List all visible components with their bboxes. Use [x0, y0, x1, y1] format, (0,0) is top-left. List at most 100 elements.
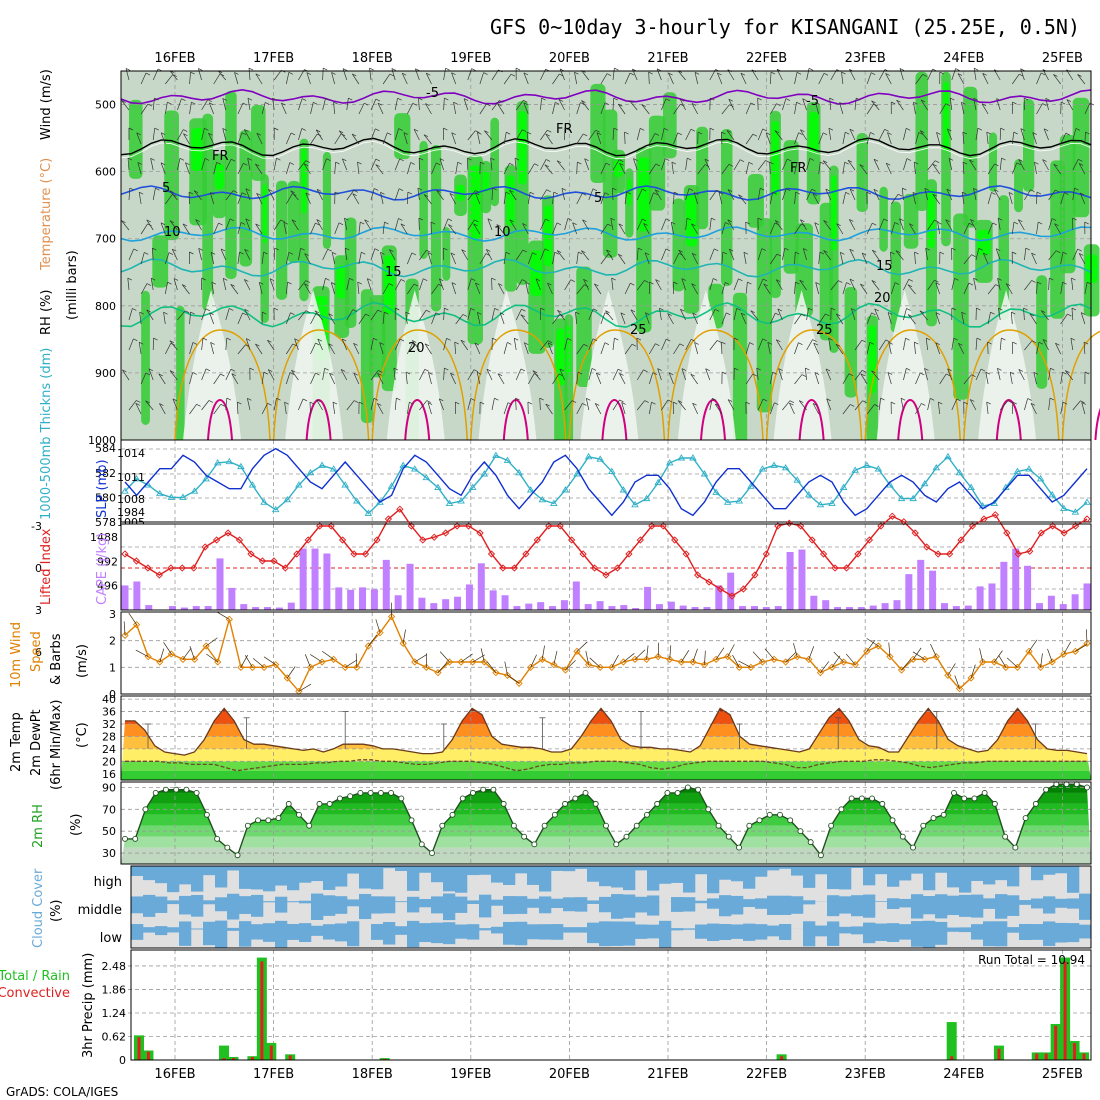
wind-barb-flag: [778, 368, 783, 371]
wind-barb-flag: [812, 193, 817, 196]
wind-barb: [211, 282, 215, 295]
thickness-line-point: [295, 481, 303, 488]
wind-barb: [812, 403, 820, 415]
wind-barb-flag: [1062, 281, 1067, 285]
wind-barb: [198, 248, 202, 261]
cloud-cell: [347, 921, 360, 947]
wind-barb: [467, 308, 472, 321]
wind-barb: [866, 404, 875, 415]
wind-barb: [1010, 312, 1013, 325]
cloud-cell: [1043, 896, 1056, 914]
precip-convective-bar: [997, 1048, 1001, 1060]
wind-barb-flag: [498, 283, 503, 286]
cloud-cell: [347, 899, 360, 907]
millibars-label: (milli bars): [65, 250, 80, 320]
wind-barb-flag: [539, 397, 544, 401]
rh-2m-line-point: [377, 789, 384, 796]
wind-barb: [547, 342, 553, 355]
wind-barb: [745, 342, 750, 355]
wind-barb-flag: [985, 371, 991, 375]
wind-barb-flag: [687, 157, 692, 161]
wind-barb: [298, 98, 303, 111]
wind-barb: [806, 68, 810, 81]
precip-axis: 2.481.861.240.620: [102, 960, 127, 1067]
precip-grid: [121, 950, 1091, 1060]
wind-barb: [782, 98, 787, 111]
rh-2m-line-point: [480, 786, 487, 793]
wind-10m-barb: [159, 648, 165, 663]
wind-barb: [814, 372, 820, 385]
wind-barb-flag: [483, 72, 488, 75]
wind-barb-flag: [619, 399, 624, 403]
wind-barb-flag: [677, 400, 683, 403]
wind-barb: [576, 344, 585, 355]
wind-speed-line-point: [816, 669, 825, 677]
cloud-cell: [1067, 898, 1080, 909]
cape-bar: [845, 607, 853, 610]
wind-barb: [774, 220, 783, 231]
wind-barb-flag: [245, 188, 251, 192]
wind-barb: [182, 223, 190, 235]
rh-patch: [721, 128, 733, 287]
contour-freezing: [120, 137, 1092, 157]
cloud-cell: [323, 895, 336, 916]
wind-barb-flag: [302, 398, 308, 402]
wind-barb: [890, 282, 896, 295]
rh-2m-line-point: [203, 811, 210, 818]
wind-barb-flag: [477, 311, 482, 315]
rh-2m-line-point: [275, 815, 282, 822]
wind-barb: [298, 248, 302, 261]
wind-barb-flag: [290, 132, 296, 136]
pressure-tick-label: 900: [95, 367, 116, 380]
wind-barb-flag: [522, 279, 527, 282]
wind-barb-flag: [610, 217, 615, 221]
wind-barb-flag: [397, 97, 402, 101]
cape-bar: [347, 589, 355, 610]
contour-label: 15: [385, 265, 402, 280]
wind-barb: [427, 252, 432, 265]
cape-bar: [549, 606, 557, 610]
wind-barb-flag: [462, 314, 468, 317]
wind-barb: [769, 372, 773, 385]
wind-barb: [382, 73, 391, 85]
cloud-cell: [815, 925, 828, 937]
wind-barb: [630, 309, 638, 321]
wind-barb: [728, 248, 735, 261]
cape-bar: [703, 607, 711, 610]
wind-speed-line-point: [167, 650, 175, 658]
wind-barb-flag: [909, 223, 914, 227]
wind-barb-flag: [450, 252, 456, 256]
wind-barb: [612, 68, 615, 81]
wind-barb: [503, 73, 512, 85]
wind-barb-flag: [374, 188, 379, 191]
wind-barb-flag: [873, 158, 879, 162]
rh-patch: [795, 223, 813, 317]
rh-high-patch: [506, 175, 515, 226]
wind-barb: [636, 280, 645, 291]
wind-barb: [576, 284, 585, 295]
precip-convective-bar: [950, 1056, 954, 1060]
cloud-cell: [527, 866, 540, 885]
rh-2m-line-point: [162, 786, 169, 793]
date-label-bottom: 24FEB: [943, 1067, 984, 1082]
wind-barb: [515, 279, 523, 291]
lifted-index-line-point: [384, 515, 393, 523]
wind-barb: [503, 342, 508, 355]
wind-barb: [394, 398, 397, 411]
wind-barb-flag: [447, 218, 453, 222]
rh-high-patch: [482, 170, 490, 192]
wind-barb-flag: [1054, 223, 1059, 226]
rh-2m-line-point: [490, 786, 497, 793]
wind-barb: [624, 131, 626, 145]
wind-barb: [391, 68, 396, 81]
wind-barb: [618, 223, 626, 235]
thickness-line-point: [874, 465, 883, 472]
cloud-cell: [287, 866, 300, 891]
wind-barb-flag: [697, 131, 703, 135]
cape-bar: [905, 574, 913, 610]
wind-barb: [401, 73, 408, 85]
cape-bar: [655, 604, 663, 610]
wind-barb: [935, 282, 941, 295]
wind-barb-flag: [739, 159, 745, 162]
wind-barb: [247, 158, 251, 171]
